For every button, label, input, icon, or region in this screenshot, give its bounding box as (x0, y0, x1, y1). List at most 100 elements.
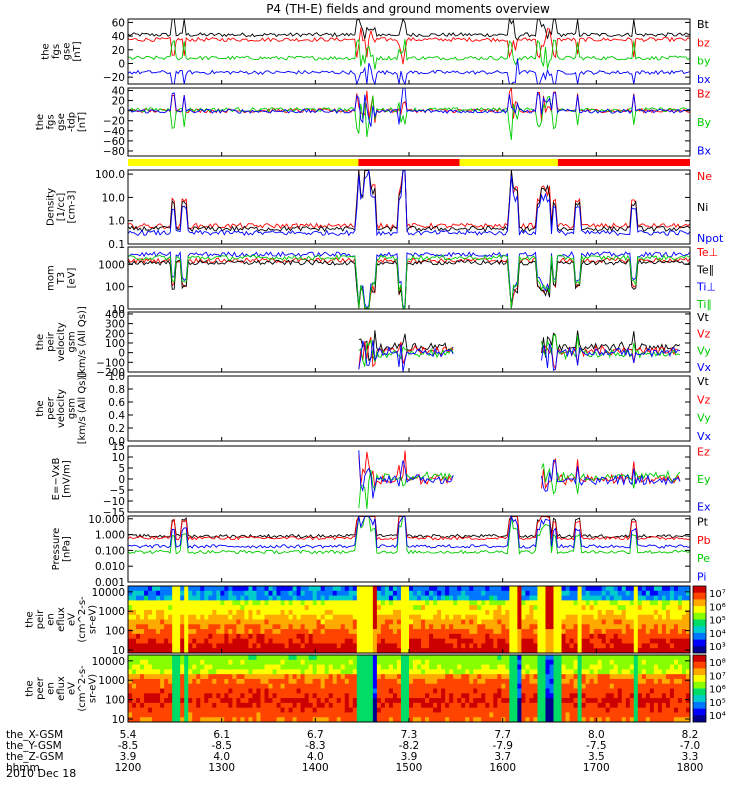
spectrogram-cell (268, 614, 273, 620)
spectrogram-cell (284, 693, 289, 699)
spectrogram-cell (328, 590, 334, 596)
spectrogram-cell (336, 643, 342, 649)
spectrogram-cell (372, 669, 378, 675)
spectrogram-cell (256, 600, 261, 606)
spectrogram-cell (565, 669, 570, 675)
spectrogram-cell (581, 707, 587, 713)
spectrogram-cell (352, 600, 358, 606)
spectrogram-cell (553, 674, 558, 680)
spectrogram-cell (236, 586, 241, 592)
panel-frame (127, 515, 691, 583)
spectrogram-cell (413, 605, 418, 611)
spectrogram-cell (228, 624, 233, 630)
spectrogram-cell (372, 638, 378, 644)
spectrogram-cell (128, 674, 133, 680)
spectrogram-cell (360, 648, 366, 654)
spectrogram-cell (300, 683, 306, 689)
colorbar-tick-label: 10⁴ (709, 711, 726, 722)
spectrogram-cell (224, 586, 229, 592)
spectrogram-cell (413, 702, 418, 709)
spectrogram-cell (597, 648, 603, 654)
spectrogram-cell (429, 707, 434, 713)
spectrogram-cell (605, 717, 611, 723)
spectrogram-cell (240, 624, 245, 630)
spectrogram-cell (176, 664, 181, 670)
spectrogram-cell (376, 683, 382, 689)
spectrogram-cell (441, 655, 446, 661)
spectrogram-cell (421, 609, 426, 616)
spectrogram-cell (240, 688, 245, 694)
spectrogram-cell (148, 629, 153, 635)
spectrogram-cell (216, 659, 221, 665)
spectrogram-cell (400, 688, 406, 694)
spectrogram-cell (461, 595, 466, 601)
spectrogram-cell (280, 655, 285, 661)
spectrogram-cell (609, 669, 615, 675)
colorbar-segment (693, 632, 706, 640)
spectrogram-cell (276, 595, 281, 601)
spectrogram-cell (561, 590, 566, 596)
spectrogram-cell (356, 633, 362, 640)
spectrogram-cell (204, 600, 209, 606)
spectrogram-cell (641, 717, 647, 723)
spectrogram-cell (637, 624, 643, 630)
spectrogram-cell (400, 600, 406, 606)
y-axis-label: Density (46, 188, 57, 226)
series-group-efield (358, 450, 681, 510)
spectrogram-cell (400, 595, 406, 601)
spectrogram-cell (421, 698, 426, 704)
spectrogram-cell (417, 693, 422, 699)
spectrogram-cell (557, 693, 562, 699)
spectrogram-cell (224, 688, 229, 694)
spectrogram-cell (176, 590, 181, 596)
spectrogram-cell (609, 648, 615, 654)
spectrogram-cell (593, 674, 599, 680)
spectrogram-cell (413, 638, 418, 644)
spectrogram-cell (565, 605, 570, 611)
spectrogram-cell (276, 669, 281, 675)
spectrogram-cell (477, 655, 482, 661)
spectrogram-cell (421, 664, 426, 670)
spectrogram-cell (573, 638, 578, 644)
spectrogram-cell (565, 664, 570, 670)
spectrogram-cell (152, 688, 157, 694)
spectrogram-cell (300, 688, 306, 694)
spectrogram-cell (252, 633, 257, 640)
series-line-density (127, 170, 691, 233)
spectrogram-cell (192, 648, 197, 654)
spectrogram-cell (441, 664, 446, 670)
spectrogram-cell (445, 655, 450, 661)
spectrogram-cell (497, 614, 502, 620)
spectrogram-cell (433, 674, 438, 680)
spectrogram-cell (429, 629, 434, 635)
spectrogram-cell (404, 633, 410, 640)
spectrogram-cell (140, 633, 145, 640)
spectrogram-cell (649, 698, 655, 704)
spectrogram-cell (184, 624, 189, 630)
spectrogram-cell (392, 619, 398, 625)
panel-frame (127, 246, 691, 310)
spectrogram-cell (344, 688, 350, 694)
spectrogram-cell (256, 683, 261, 689)
spectrogram-cell (356, 659, 362, 665)
spectrogram-cell (288, 614, 293, 620)
spectrogram-cell (437, 707, 442, 713)
spectrogram-cell (304, 643, 310, 649)
spectrogram-cell (605, 638, 611, 644)
spectrogram-cell (409, 609, 414, 616)
spectrogram-cell (477, 629, 482, 635)
spectrogram-cell (372, 717, 378, 723)
spectrogram-cell (332, 600, 338, 606)
spectrogram-cell (557, 595, 562, 601)
y-tick-label: 40 (112, 86, 125, 98)
spectrogram-cell (453, 664, 458, 670)
spectrogram-cell (212, 605, 217, 611)
spectrogram-cell (176, 586, 181, 592)
spectrogram-cell (376, 712, 382, 718)
spectrogram-cell (312, 605, 318, 611)
spectrogram-cell (188, 698, 193, 704)
spectrogram-cell (437, 698, 442, 704)
spectrogram-cell (509, 664, 514, 670)
ephemeris-value: 6.1 (213, 729, 230, 741)
spectrogram-cell (457, 633, 462, 640)
